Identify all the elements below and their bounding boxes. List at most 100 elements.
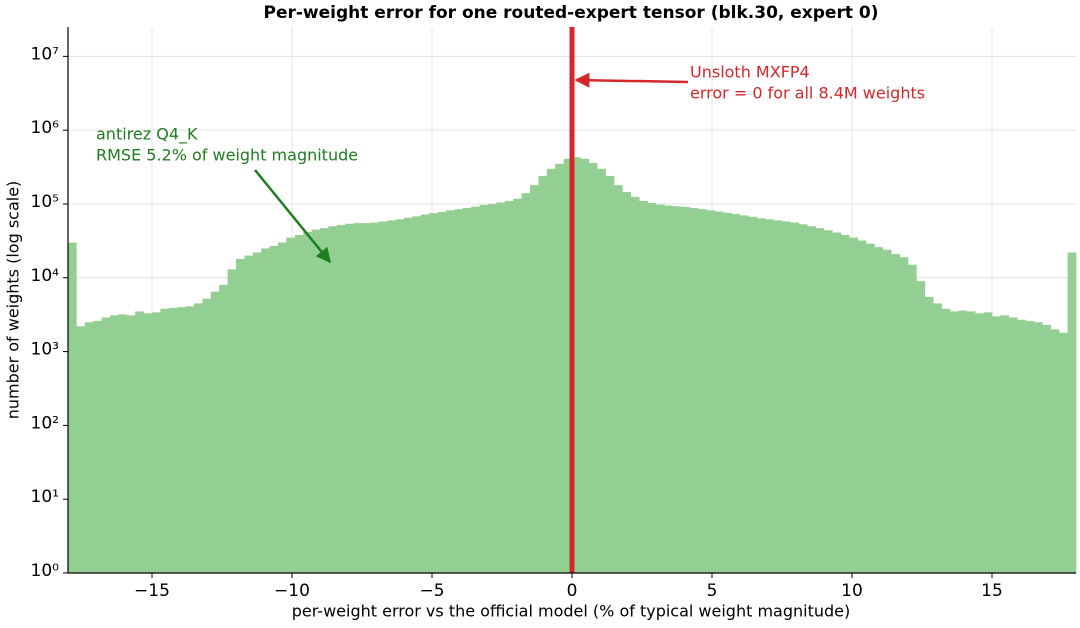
histogram-bar — [933, 303, 942, 573]
histogram-bar — [278, 242, 287, 573]
histogram-bar — [790, 222, 800, 573]
histogram-bar — [177, 307, 186, 573]
histogram-bar — [1000, 315, 1010, 573]
histogram-bar — [76, 326, 86, 573]
histogram-bar — [135, 311, 144, 573]
y-tick-label: 10¹ — [31, 487, 59, 507]
histogram-bar — [572, 157, 581, 573]
x-tick-label: 0 — [567, 581, 578, 601]
y-tick-label: 10³ — [31, 340, 59, 360]
histogram-bar — [294, 234, 304, 574]
histogram-bar — [395, 219, 405, 573]
histogram-bar — [622, 192, 632, 573]
histogram-bar — [950, 311, 959, 573]
histogram-bar — [353, 223, 363, 573]
histogram-bar — [496, 202, 506, 573]
y-tick-label: 10⁷ — [31, 44, 60, 64]
annotation-text: Unsloth MXFP4 — [690, 63, 810, 82]
histogram-bar — [908, 264, 917, 573]
y-tick-label: 10⁶ — [31, 118, 60, 138]
histogram-bar — [1034, 322, 1043, 573]
histogram-bar — [672, 206, 682, 573]
histogram-bar — [202, 298, 212, 573]
histogram-bar — [1042, 324, 1052, 573]
x-tick-label: −10 — [274, 581, 310, 601]
y-tick-label: 10⁵ — [31, 192, 59, 212]
histogram-bar — [93, 320, 102, 573]
histogram-bar — [362, 223, 371, 573]
histogram-bar — [1017, 319, 1026, 573]
histogram-bar — [1008, 317, 1018, 573]
histogram-bar — [446, 210, 455, 573]
histogram-bar — [387, 220, 396, 573]
histogram-bar — [891, 254, 900, 573]
x-tick-label: 5 — [707, 581, 718, 601]
histogram-bar — [328, 226, 338, 573]
histogram-bar — [555, 163, 564, 573]
histogram-bar — [605, 175, 615, 573]
histogram-bar — [101, 317, 111, 573]
histogram-bar — [236, 258, 245, 573]
annotation-arrow — [574, 72, 689, 88]
x-axis-label: per-weight error vs the official model (… — [292, 602, 851, 621]
histogram-bar — [966, 311, 976, 573]
histogram-bar — [152, 312, 161, 573]
histogram-bar — [714, 211, 724, 573]
histogram-bar — [807, 226, 816, 573]
histogram-bar — [370, 222, 380, 573]
y-axis-label: number of weights (log scale) — [4, 181, 23, 420]
histogram-bar — [580, 158, 590, 573]
histogram-bar — [857, 240, 867, 573]
histogram-bar — [866, 243, 875, 574]
histogram-bar — [454, 209, 464, 573]
histogram-bar — [219, 284, 228, 573]
histogram-bar — [798, 224, 808, 573]
histogram-bar — [681, 207, 690, 573]
histogram-bar — [429, 213, 438, 573]
histogram-bar — [521, 193, 531, 573]
histogram-bar — [303, 231, 312, 573]
histogram-bar — [832, 232, 842, 573]
histogram-bar — [252, 252, 262, 573]
histogram-bar — [1059, 332, 1068, 573]
histogram-bar — [462, 208, 472, 573]
histogram-bar — [143, 313, 153, 573]
x-tick-label: 10 — [841, 581, 863, 601]
histogram-bar — [899, 257, 909, 573]
x-tick-label: −5 — [419, 581, 444, 601]
histogram-bar — [614, 185, 623, 574]
histogram-bar — [941, 308, 951, 573]
histogram-bar — [118, 314, 128, 573]
annotation-arrow — [254, 169, 331, 264]
histogram-bar — [530, 185, 539, 574]
histogram-bar — [126, 315, 136, 573]
histogram-bar — [345, 223, 354, 573]
y-tick-label: 10⁰ — [31, 561, 60, 581]
histogram-bar — [731, 214, 741, 573]
histogram-bar — [773, 220, 783, 573]
annotation-text: error = 0 for all 8.4M weights — [690, 84, 925, 103]
histogram-bar — [756, 218, 766, 573]
histogram-bar — [689, 208, 699, 573]
histogram-bar — [185, 306, 195, 573]
histogram-bar — [479, 204, 489, 573]
histogram-bar — [630, 196, 640, 573]
histogram-bar — [546, 168, 556, 573]
histogram-bar — [740, 215, 749, 574]
histogram-bar — [320, 228, 329, 573]
histogram-bar — [639, 200, 648, 573]
histogram-bar — [160, 308, 170, 573]
histogram-bar — [849, 237, 858, 573]
histogram-bar — [227, 269, 237, 573]
histogram-bar — [664, 205, 674, 574]
histogram-bar — [1025, 320, 1035, 573]
histogram-bar — [992, 316, 1001, 573]
annotation-text: RMSE 5.2% of weight magnitude — [96, 146, 358, 165]
histogram-bar — [958, 310, 968, 573]
histogram-bar — [68, 242, 77, 573]
histogram-bar — [336, 224, 346, 573]
histogram-bar — [706, 210, 716, 573]
histogram-bar — [924, 296, 934, 573]
histogram-bar — [437, 211, 447, 573]
histogram-bar — [1067, 252, 1077, 573]
